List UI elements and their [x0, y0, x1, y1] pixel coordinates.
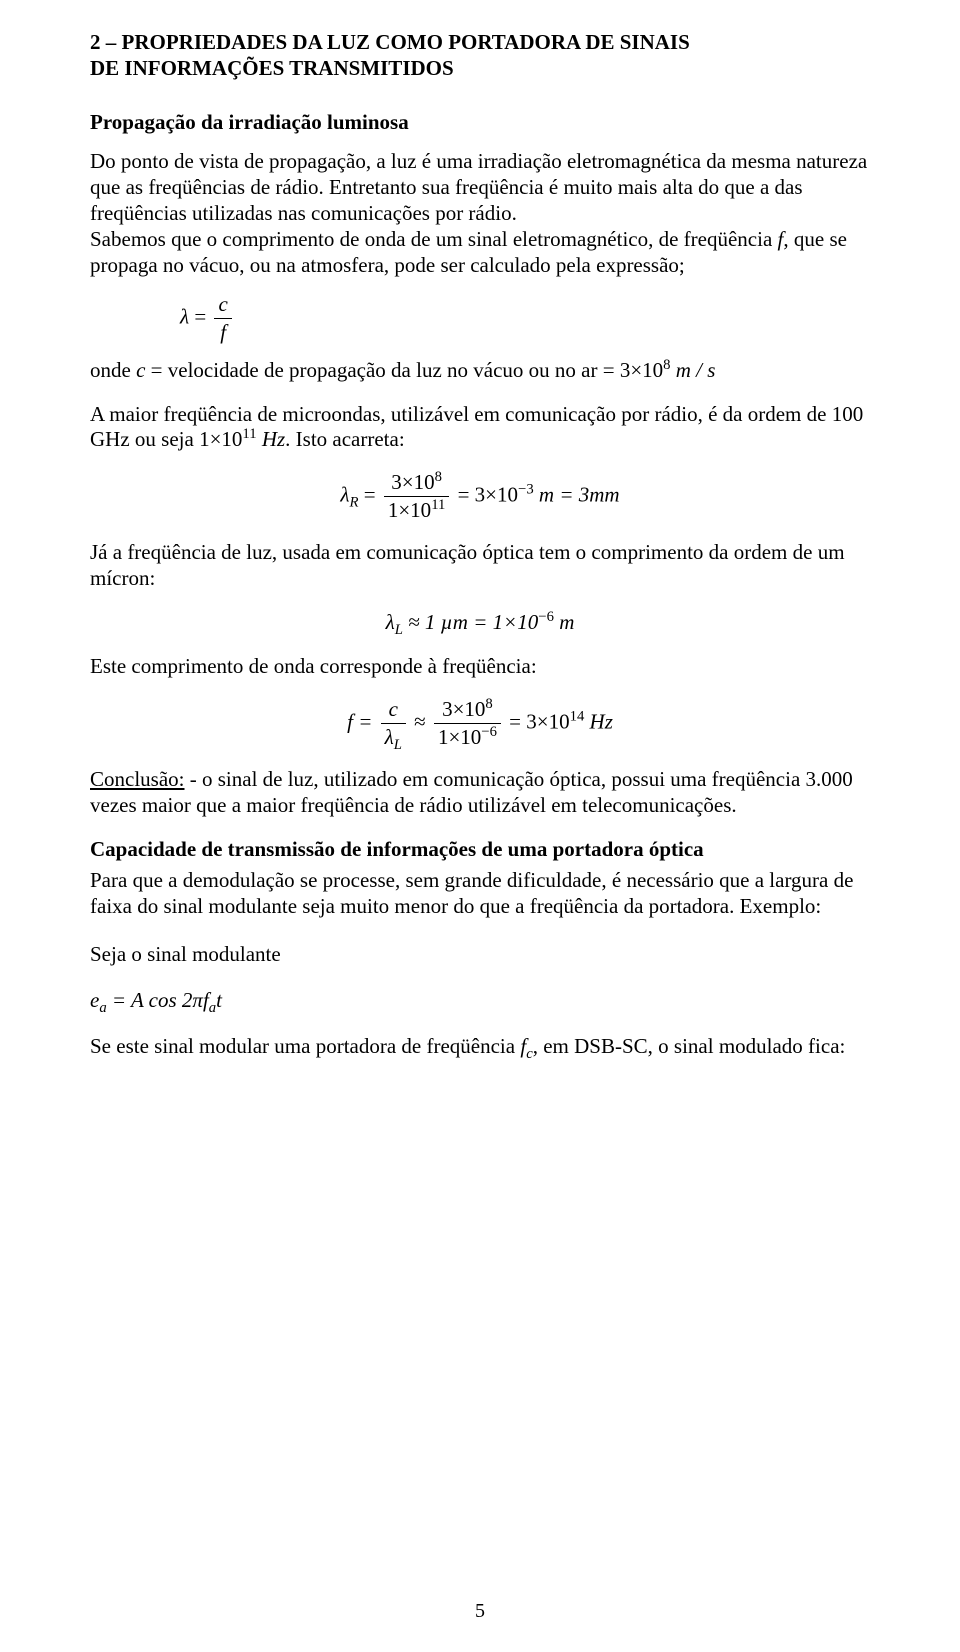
- equation-lambda-l: λL ≈ 1 µm = 1×10−6 m: [90, 610, 870, 636]
- eq4-f2-num-exp: 8: [485, 696, 492, 712]
- eq1-equals: =: [189, 304, 211, 328]
- para4-b: . Isto acarreta:: [285, 427, 405, 451]
- equation-f: f = cλL ≈ 3×1081×10−6 = 3×1014 Hz: [90, 698, 870, 749]
- eq2-rhs-exp: −3: [518, 482, 534, 498]
- eq4-rhs2: Hz: [584, 709, 613, 733]
- eq2-den-wrap: 1×1011: [384, 497, 450, 522]
- eq4-lhs: f =: [347, 709, 378, 733]
- paragraph-intro: Do ponto de vista de propagação, a luz é…: [90, 149, 870, 278]
- eq2-den: 1×10: [388, 498, 431, 522]
- eq4-f2-num-wrap: 3×108: [434, 698, 501, 724]
- eq5-e-sub: a: [99, 1000, 106, 1016]
- section-title: 2 – PROPRIEDADES DA LUZ COMO PORTADORA D…: [90, 30, 870, 82]
- eq2-num-exp: 8: [435, 469, 442, 485]
- equation-lambda: λ = cf: [180, 293, 870, 344]
- para-dsb-sc: Se este sinal modular uma portadora de f…: [90, 1034, 870, 1060]
- para-freq-luz: Já a freqüência de luz, usada em comunic…: [90, 540, 870, 592]
- para-demodulacao: Para que a demodulação se processe, sem …: [90, 868, 870, 920]
- para4-exp: 11: [242, 426, 256, 442]
- eq2-lhs: λ: [340, 483, 349, 507]
- conclusao-label: Conclusão:: [90, 767, 185, 791]
- title-line-1: 2 – PROPRIEDADES DA LUZ COMO PORTADORA D…: [90, 30, 870, 56]
- eq4-approx: ≈: [409, 709, 431, 733]
- eq2-rhs2: m = 3mm: [534, 483, 620, 507]
- subheading-propagacao: Propagação da irradiação luminosa: [90, 110, 870, 136]
- equation-lambda-r: λR = 3×1081×1011 = 3×10−3 m = 3mm: [90, 471, 870, 522]
- eq1-den: f: [214, 319, 231, 344]
- eq4-f2-den-exp: −6: [481, 724, 497, 740]
- para4-val: 1×10: [199, 427, 242, 451]
- eq3-lhs-sub: L: [395, 622, 403, 638]
- subheading-capacidade: Capacidade de transmissão de informações…: [90, 837, 870, 863]
- para-seja-sinal: Seja o sinal modulante: [90, 942, 870, 968]
- eq3-end: m: [554, 610, 574, 634]
- eq2-num-wrap: 3×108: [384, 471, 450, 497]
- eq4-f1-num: c: [381, 698, 406, 724]
- eq3-exp: −6: [538, 609, 554, 625]
- eq2-den-exp: 11: [431, 497, 445, 513]
- eq4-rhs: = 3×10: [504, 709, 570, 733]
- para1-text: Do ponto de vista de propagação, a luz é…: [90, 149, 867, 225]
- eq2-rhs: = 3×10: [452, 483, 518, 507]
- eq4-f1-den-l: λ: [385, 725, 394, 749]
- line3-a: onde: [90, 358, 136, 382]
- para10-b: , em DSB-SC, o sinal modulado fica:: [533, 1034, 846, 1058]
- line3-c: c: [136, 358, 145, 382]
- eq4-f2-num: 3×10: [442, 697, 485, 721]
- eq4-f1-den-wrap: λL: [381, 724, 406, 749]
- eq1-lambda: λ: [180, 304, 189, 328]
- eq4-f2-den: 1×10: [438, 725, 481, 749]
- equation-ea: ea = A cos 2πfat: [90, 988, 870, 1014]
- line3-val: 3×10: [620, 358, 663, 382]
- para10-a: Se este sinal modular uma portadora de f…: [90, 1034, 520, 1058]
- eq4-f2-den-wrap: 1×10−6: [434, 724, 501, 749]
- title-line-2: DE INFORMAÇÕES TRANSMITIDOS: [90, 56, 870, 82]
- conclusao-text: - o sinal de luz, utilizado em comunicaç…: [90, 767, 853, 817]
- para4-hz: Hz: [257, 427, 286, 451]
- eq1-num: c: [214, 293, 231, 319]
- eq5-t: t: [216, 988, 222, 1012]
- line-where-c: onde c = velocidade de propagação da luz…: [90, 358, 870, 384]
- eq5-mid: = A cos 2π: [107, 988, 203, 1012]
- para-microondas: A maior freqüência de microondas, utiliz…: [90, 402, 870, 454]
- para-conclusao: Conclusão: - o sinal de luz, utilizado e…: [90, 767, 870, 819]
- line3-unit: m / s: [671, 358, 716, 382]
- para-corresponde: Este comprimento de onda corresponde à f…: [90, 654, 870, 680]
- eq2-num: 3×10: [391, 470, 434, 494]
- page-number: 5: [0, 1599, 960, 1624]
- eq4-rhs-exp: 14: [570, 708, 585, 724]
- line3-exp: 8: [663, 357, 670, 373]
- eq3-lhs: λ: [386, 610, 395, 634]
- para2-text-a: Sabemos que o comprimento de onda de um …: [90, 227, 778, 251]
- eq2-eq: =: [359, 483, 381, 507]
- eq4-f1-den-sub: L: [394, 737, 402, 753]
- eq5-e: e: [90, 988, 99, 1012]
- eq2-lhs-sub: R: [350, 495, 359, 511]
- eq3-approx: ≈ 1 µm = 1×10: [403, 610, 538, 634]
- line3-b: = velocidade de propagação da luz no vác…: [145, 358, 619, 382]
